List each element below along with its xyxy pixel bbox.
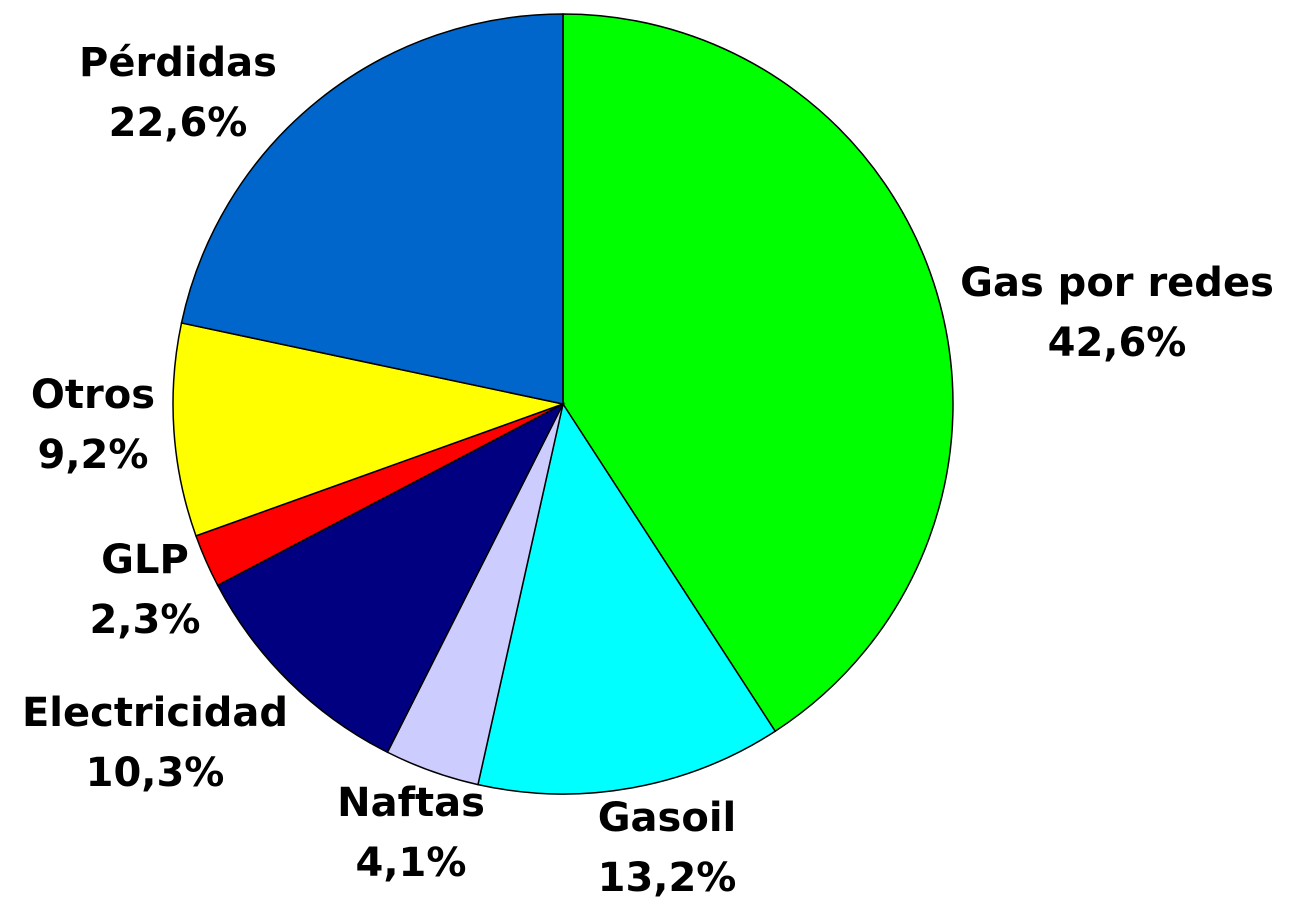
slice-label: Otros <box>31 372 155 418</box>
pie-slice <box>562 13 954 733</box>
slice-value-label: 2,3% <box>90 597 201 643</box>
pie-slice <box>180 13 564 405</box>
slice-label: Electricidad <box>22 690 288 736</box>
slice-label: Gasoil <box>598 795 737 841</box>
slice-value-label: 13,2% <box>598 855 737 901</box>
slice-label: Pérdidas <box>79 40 277 86</box>
slice-value-label: 10,3% <box>86 750 225 796</box>
slice-label: GLP <box>101 537 189 583</box>
slice-value-label: 4,1% <box>356 840 467 886</box>
slice-label: Naftas <box>337 780 485 826</box>
pie-slice <box>172 322 566 537</box>
slice-label: Gas por redes <box>960 260 1274 306</box>
slice-value-label: 42,6% <box>1048 320 1187 366</box>
slice-value-label: 22,6% <box>109 100 248 146</box>
slice-value-label: 9,2% <box>38 432 149 478</box>
pie-slice <box>216 402 565 754</box>
pie-slice <box>477 402 777 795</box>
